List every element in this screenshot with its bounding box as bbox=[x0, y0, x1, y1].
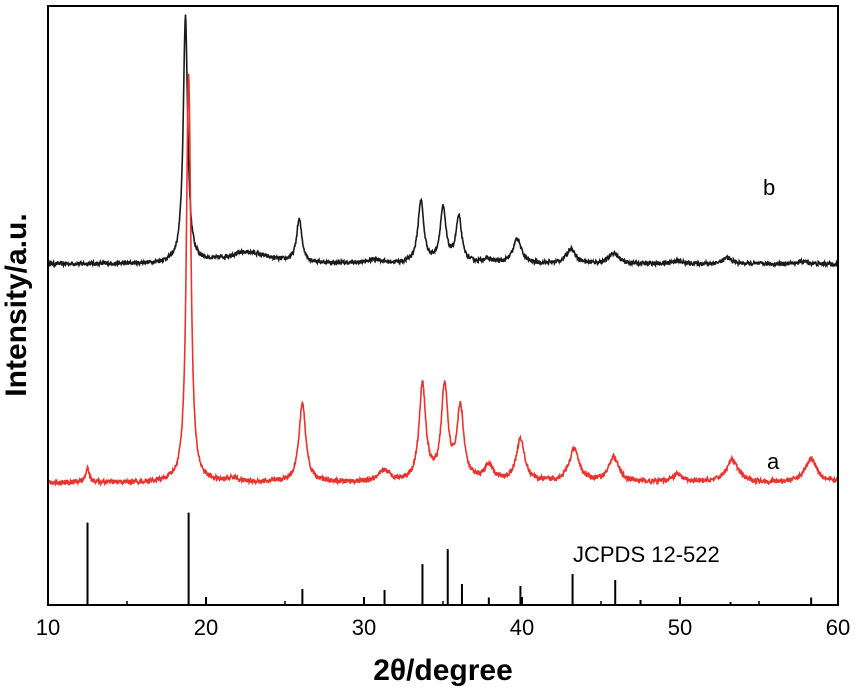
series-label-a: a bbox=[767, 449, 780, 474]
x-tick-label-10: 10 bbox=[36, 615, 60, 640]
series-line-b bbox=[47, 14, 839, 269]
x-axis: 10 20 30 40 50 60 bbox=[36, 597, 850, 640]
plot-area bbox=[47, 14, 839, 605]
reference-label: JCPDS 12-522 bbox=[573, 542, 720, 567]
x-tick-label-20: 20 bbox=[194, 615, 218, 640]
series-line-a bbox=[47, 73, 839, 488]
x-tick-label-30: 30 bbox=[352, 615, 376, 640]
x-tick-label-60: 60 bbox=[826, 615, 850, 640]
series-label-b: b bbox=[763, 175, 775, 200]
x-tick-label-50: 50 bbox=[668, 615, 692, 640]
x-tick-label-40: 40 bbox=[510, 615, 534, 640]
y-axis-title: Intensity/a.u. bbox=[0, 213, 33, 396]
x-axis-title: 2θ/degree bbox=[373, 654, 513, 687]
plot-frame bbox=[47, 5, 839, 606]
